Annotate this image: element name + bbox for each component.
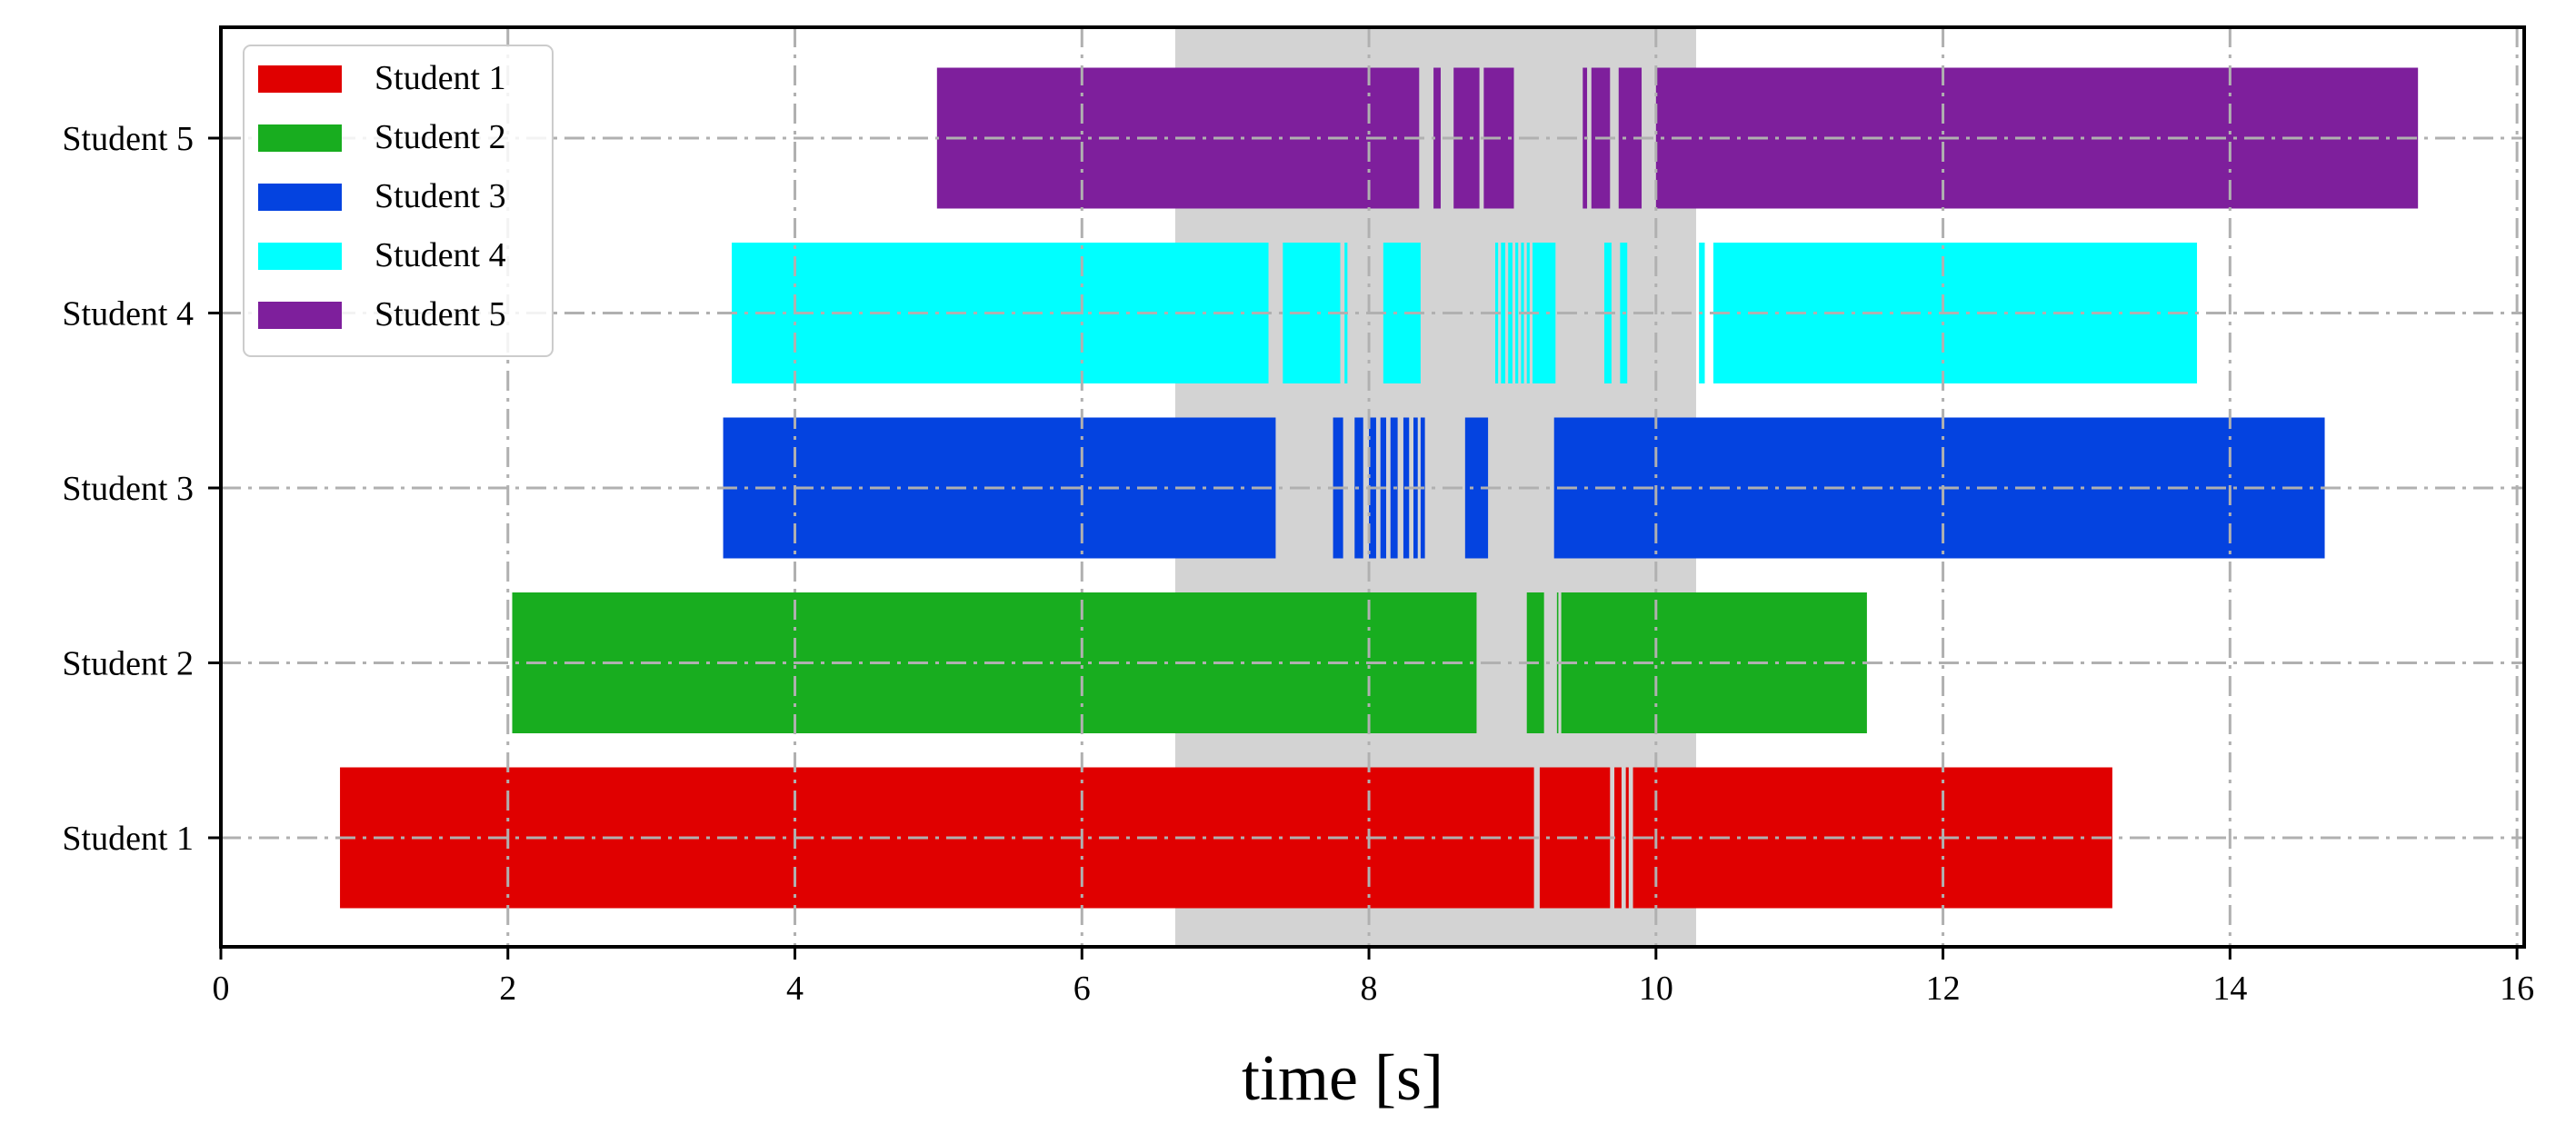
- y-tick-label: Student 2: [62, 645, 194, 683]
- x-tick-label: 2: [499, 970, 516, 1008]
- y-tick-label: Student 1: [62, 820, 194, 858]
- bar-segment: [1354, 417, 1363, 559]
- legend-swatch: [258, 302, 342, 329]
- y-tick-label: Student 3: [62, 470, 194, 508]
- legend-label: Student 2: [374, 118, 506, 156]
- bar-segment: [1501, 243, 1506, 383]
- bar-segment: [1515, 243, 1519, 383]
- bar-segment: [1614, 767, 1622, 909]
- x-axis-label: time [s]: [1242, 1041, 1443, 1114]
- legend-swatch: [258, 124, 342, 152]
- bar-segment: [1655, 67, 2419, 209]
- grid-layer: [221, 27, 2524, 947]
- x-tick-label: 4: [786, 970, 804, 1008]
- legend-label: Student 1: [374, 59, 506, 97]
- legend-swatch: [258, 65, 342, 93]
- legend-label: Student 5: [374, 295, 506, 333]
- axis-layer: 0 2 4 6 8 10 12 14 16 Student 1 Student 2 Student 3…: [62, 25, 2534, 1008]
- bar-segment: [1433, 67, 1441, 209]
- y-tick-label: Student 5: [62, 120, 194, 158]
- x-tick-label: 16: [2500, 970, 2534, 1008]
- legend: Student 1 Student 2 Student 3 Student 4 Stud…: [243, 45, 554, 357]
- legend-swatch: [258, 184, 342, 211]
- x-tick-label: 10: [1639, 970, 1673, 1008]
- legend-box: [243, 45, 554, 357]
- legend-swatch: [258, 243, 342, 270]
- legend-label: Student 4: [374, 236, 506, 274]
- x-tick-label: 14: [2212, 970, 2247, 1008]
- x-tick-label: 12: [1926, 970, 1961, 1008]
- x-tick-label: 8: [1361, 970, 1378, 1008]
- x-tick-label: 6: [1073, 970, 1091, 1008]
- x-tick-label: 0: [213, 970, 230, 1008]
- bar-segment: [1625, 767, 1629, 909]
- y-tick-label: Student 4: [62, 295, 194, 333]
- legend-label: Student 3: [374, 177, 506, 215]
